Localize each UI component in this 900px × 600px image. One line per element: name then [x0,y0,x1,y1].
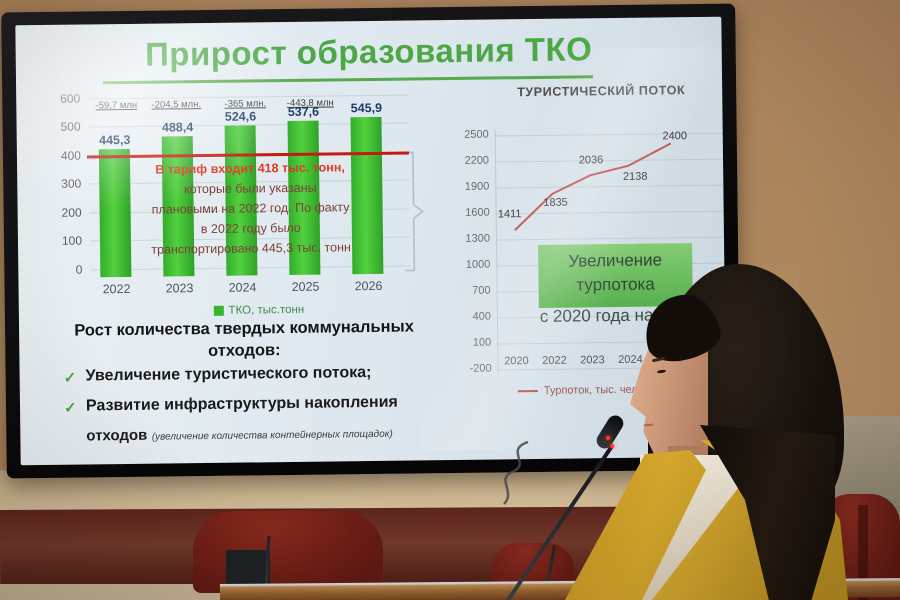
line-ytick: 2200 [464,154,490,167]
growth-heading-line2: отходов: [207,341,281,360]
line-ytick: 2500 [464,128,489,141]
point-label: 2036 [578,154,604,167]
range-bracket [403,151,424,272]
checkmark-icon: ✓ [63,399,77,417]
bar-xlabel: 2022 [102,281,131,297]
bar-ytick: 0 [75,262,83,277]
line-ytick: 1000 [465,258,491,271]
growth-bullet-2-word: отходов [86,426,148,445]
line-ytick: 1600 [465,206,490,219]
bar-value: 537,6 [287,104,320,120]
point-label: 1835 [543,196,568,209]
microphone-led-icon [606,436,610,440]
bar-value: 524,6 [224,109,257,124]
bar-xlabel: 2023 [165,281,194,296]
bar-value: 488,4 [161,120,194,135]
tariff-note-line: транспортировано 445,3 тыс. тонн [151,240,351,257]
point-label: 2138 [622,170,648,183]
tourist-flow-line [514,142,672,231]
checkmark-icon: ✓ [63,369,77,387]
growth-bullet-2: Развитие инфраструктуры накопления [85,393,398,415]
microphone-led-icon [610,444,614,448]
line-legend: Турпоток, тыс. чел. [517,383,641,398]
growth-bullet-2-cont: отходов (увеличение количества контейнер… [86,424,393,446]
line-ytick: -200 [469,362,492,375]
mic-cable [503,440,529,505]
bar-xlabel: 2025 [291,279,320,294]
tv-bezel: Прирост образования ТКО 600 500 400 300 … [1,3,741,479]
title-underline [103,75,594,85]
line-ytick: 1300 [465,232,491,245]
tariff-note: В тариф входит 418 тыс. тонн, которые бы… [75,156,426,260]
line-chart-title: ТУРИСТИЧЕСКИЙ ПОТОК [517,83,686,100]
line-ytick: 1900 [464,180,490,193]
bar-value: 545,9 [350,100,383,116]
line-ytick: 100 [472,336,492,349]
growth-bullet-2-note: (увеличение количества контейнерных площ… [151,428,393,443]
bar-xlabel: 2026 [354,278,383,294]
bar-legend-label: ТКО, тыс.тонн [228,303,305,317]
legend-square-icon [213,305,224,316]
bar-legend: ТКО, тыс.тонн [149,303,369,318]
bar-value: 445,3 [99,132,131,148]
legend-line-icon [517,389,538,393]
point-label: 2400 [662,130,688,143]
bar-xlabel: 2024 [228,280,257,295]
line-legend-label: Турпоток, тыс. чел. [543,383,641,397]
slide-title: Прирост образования ТКО [144,30,593,73]
growth-bullet-1: Увеличение туристического потока; [85,364,372,385]
line-ytick: 700 [472,284,491,297]
chair [193,511,383,593]
chair-shadow [858,505,868,600]
line-ytick: 400 [472,310,492,323]
growth-heading-line1: Рост количества твердых коммунальных [74,317,414,340]
bar-ytick: 500 [60,119,81,134]
point-label: 1411 [497,208,522,221]
tv-screen: Прирост образования ТКО 600 500 400 300 … [15,16,727,466]
